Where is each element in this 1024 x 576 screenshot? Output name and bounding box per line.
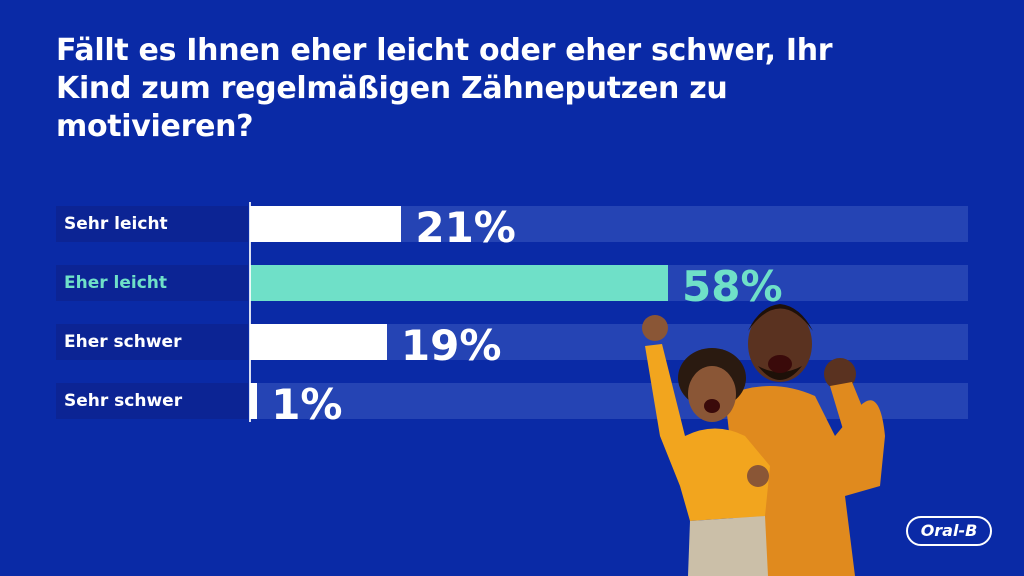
bar	[250, 383, 258, 419]
category-label: Eher schwer	[56, 324, 248, 360]
parent-child-cheering-photo	[642, 304, 885, 576]
value-label: 19%	[400, 321, 502, 370]
child-pants	[688, 516, 768, 576]
bar	[250, 206, 402, 242]
child-sweater	[645, 344, 770, 521]
bar	[250, 324, 387, 360]
bar	[250, 265, 668, 301]
child-fist	[642, 315, 668, 341]
category-label: Eher leicht	[56, 265, 248, 301]
value-label: 1%	[271, 380, 343, 429]
value-label: 58%	[682, 262, 783, 311]
adult-head	[748, 306, 812, 382]
chart-title: Fällt es Ihnen eher leicht oder eher sch…	[56, 33, 833, 144]
y-axis-line	[249, 202, 251, 422]
value-label: 21%	[415, 203, 516, 252]
oral-b-logo: Oral-B	[906, 516, 992, 546]
adult-fist	[824, 358, 856, 390]
category-label: Sehr leicht	[56, 206, 248, 242]
child-head	[688, 366, 736, 422]
category-label: Sehr schwer	[56, 383, 248, 419]
